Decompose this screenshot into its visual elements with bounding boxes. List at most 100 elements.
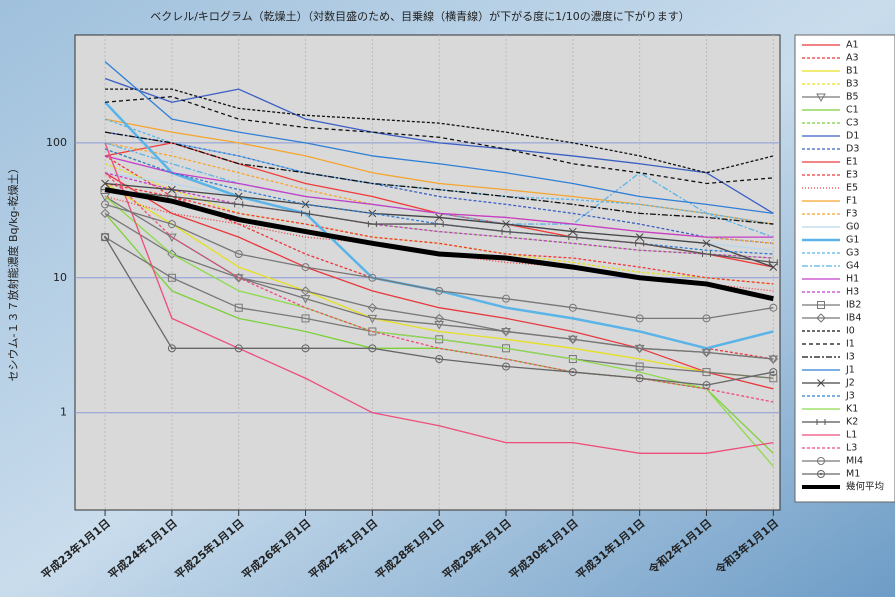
series-line: [104, 131, 774, 244]
marker: [816, 313, 826, 323]
legend-label: I0: [846, 326, 855, 337]
marker-dot: [304, 347, 307, 350]
y-axis-label: セシウム-１３７放射能濃度 Bq/kg-乾燥土）: [6, 162, 20, 381]
plot-area: [74, 34, 781, 511]
marker-ring: [568, 368, 577, 377]
legend-label: D1: [846, 131, 859, 142]
marker: [434, 321, 445, 330]
marker: [817, 457, 825, 465]
legend-label: IB4: [846, 313, 861, 324]
marker: [434, 221, 444, 228]
legend-label: A1: [846, 40, 859, 51]
legend-label: H3: [846, 287, 859, 298]
marker: [769, 368, 778, 377]
series-line: [104, 148, 774, 259]
legend-label: A3: [846, 53, 859, 64]
legend-entries: A1 A3 B1 B3 B5 C1 C3 D1 D3 E1 E3 E5 F1 F3 G0 G1 G3 G4 H1 H3…: [802, 40, 884, 493]
marker: [769, 374, 778, 383]
legend-label: MI4: [846, 456, 863, 467]
legend-label: 幾何平均: [846, 481, 884, 493]
marker-dot: [772, 370, 775, 374]
marker: [635, 240, 645, 247]
marker: [702, 314, 711, 323]
legend-label: B5: [846, 92, 859, 103]
marker: [234, 344, 243, 353]
legend-label: K1: [846, 404, 858, 415]
marker-dot: [237, 347, 240, 350]
marker: [635, 362, 644, 371]
marker: [368, 344, 377, 353]
legend-label: F3: [846, 209, 858, 220]
series-line: [104, 212, 774, 454]
marker: [301, 344, 310, 353]
y-tick-label: 10: [53, 271, 67, 284]
legend-label: C1: [846, 105, 859, 116]
marker: [769, 263, 778, 271]
marker-ring: [769, 368, 778, 377]
legend-label: K2: [846, 417, 858, 428]
legend-label: B1: [846, 66, 859, 77]
marker-dot: [437, 357, 441, 361]
marker-ring: [234, 344, 243, 353]
marker: [701, 251, 711, 258]
series-line: [104, 131, 774, 225]
legend-label: IB2: [846, 300, 861, 311]
marker: [768, 259, 778, 266]
marker: [568, 234, 578, 241]
marker: [234, 303, 243, 312]
marker: [568, 334, 578, 344]
series-line: [104, 77, 774, 214]
marker: [501, 228, 511, 235]
series-line: [104, 155, 774, 238]
marker: [435, 286, 444, 295]
legend-label: L1: [846, 430, 857, 441]
marker: [769, 303, 778, 312]
legend-label: J1: [845, 365, 855, 376]
series-line: [105, 88, 774, 174]
series-line: [104, 148, 774, 255]
marker: [502, 362, 511, 371]
marker-dot: [103, 235, 107, 239]
marker: [301, 200, 310, 209]
series-line: [104, 212, 774, 360]
legend-label: J3: [845, 391, 855, 402]
marker-dot: [571, 370, 575, 374]
marker: [234, 192, 243, 201]
marker-dot: [504, 365, 508, 368]
marker: [817, 301, 825, 309]
legend-label: G0: [846, 222, 859, 233]
marker: [100, 208, 110, 219]
marker-ring: [435, 354, 444, 363]
marker: [300, 286, 311, 296]
marker-dot: [819, 472, 823, 476]
marker: [234, 273, 244, 283]
legend-label: I3: [846, 352, 855, 363]
marker: [702, 239, 711, 248]
marker: [701, 347, 712, 358]
marker: [817, 470, 825, 478]
marker: [702, 368, 711, 377]
marker: [568, 227, 577, 236]
marker: [435, 354, 444, 363]
marker: [816, 93, 826, 103]
marker: [168, 185, 176, 194]
series-line: [104, 203, 774, 320]
series-line: [104, 61, 774, 215]
legend-label: C3: [846, 118, 859, 129]
marker: [768, 354, 779, 364]
marker: [816, 419, 826, 425]
marker: [367, 314, 378, 324]
y-tick-label: 1: [60, 406, 67, 419]
marker: [167, 273, 176, 282]
marker: [635, 233, 644, 242]
marker: [635, 374, 644, 383]
marker-dot: [638, 377, 641, 380]
marker: [368, 273, 377, 282]
marker: [568, 368, 577, 377]
marker: [167, 220, 176, 229]
legend: [794, 34, 895, 503]
legend-label: B3: [846, 79, 859, 90]
legend-label: D3: [846, 144, 859, 155]
marker-dot: [170, 347, 174, 350]
marker: [501, 326, 511, 337]
